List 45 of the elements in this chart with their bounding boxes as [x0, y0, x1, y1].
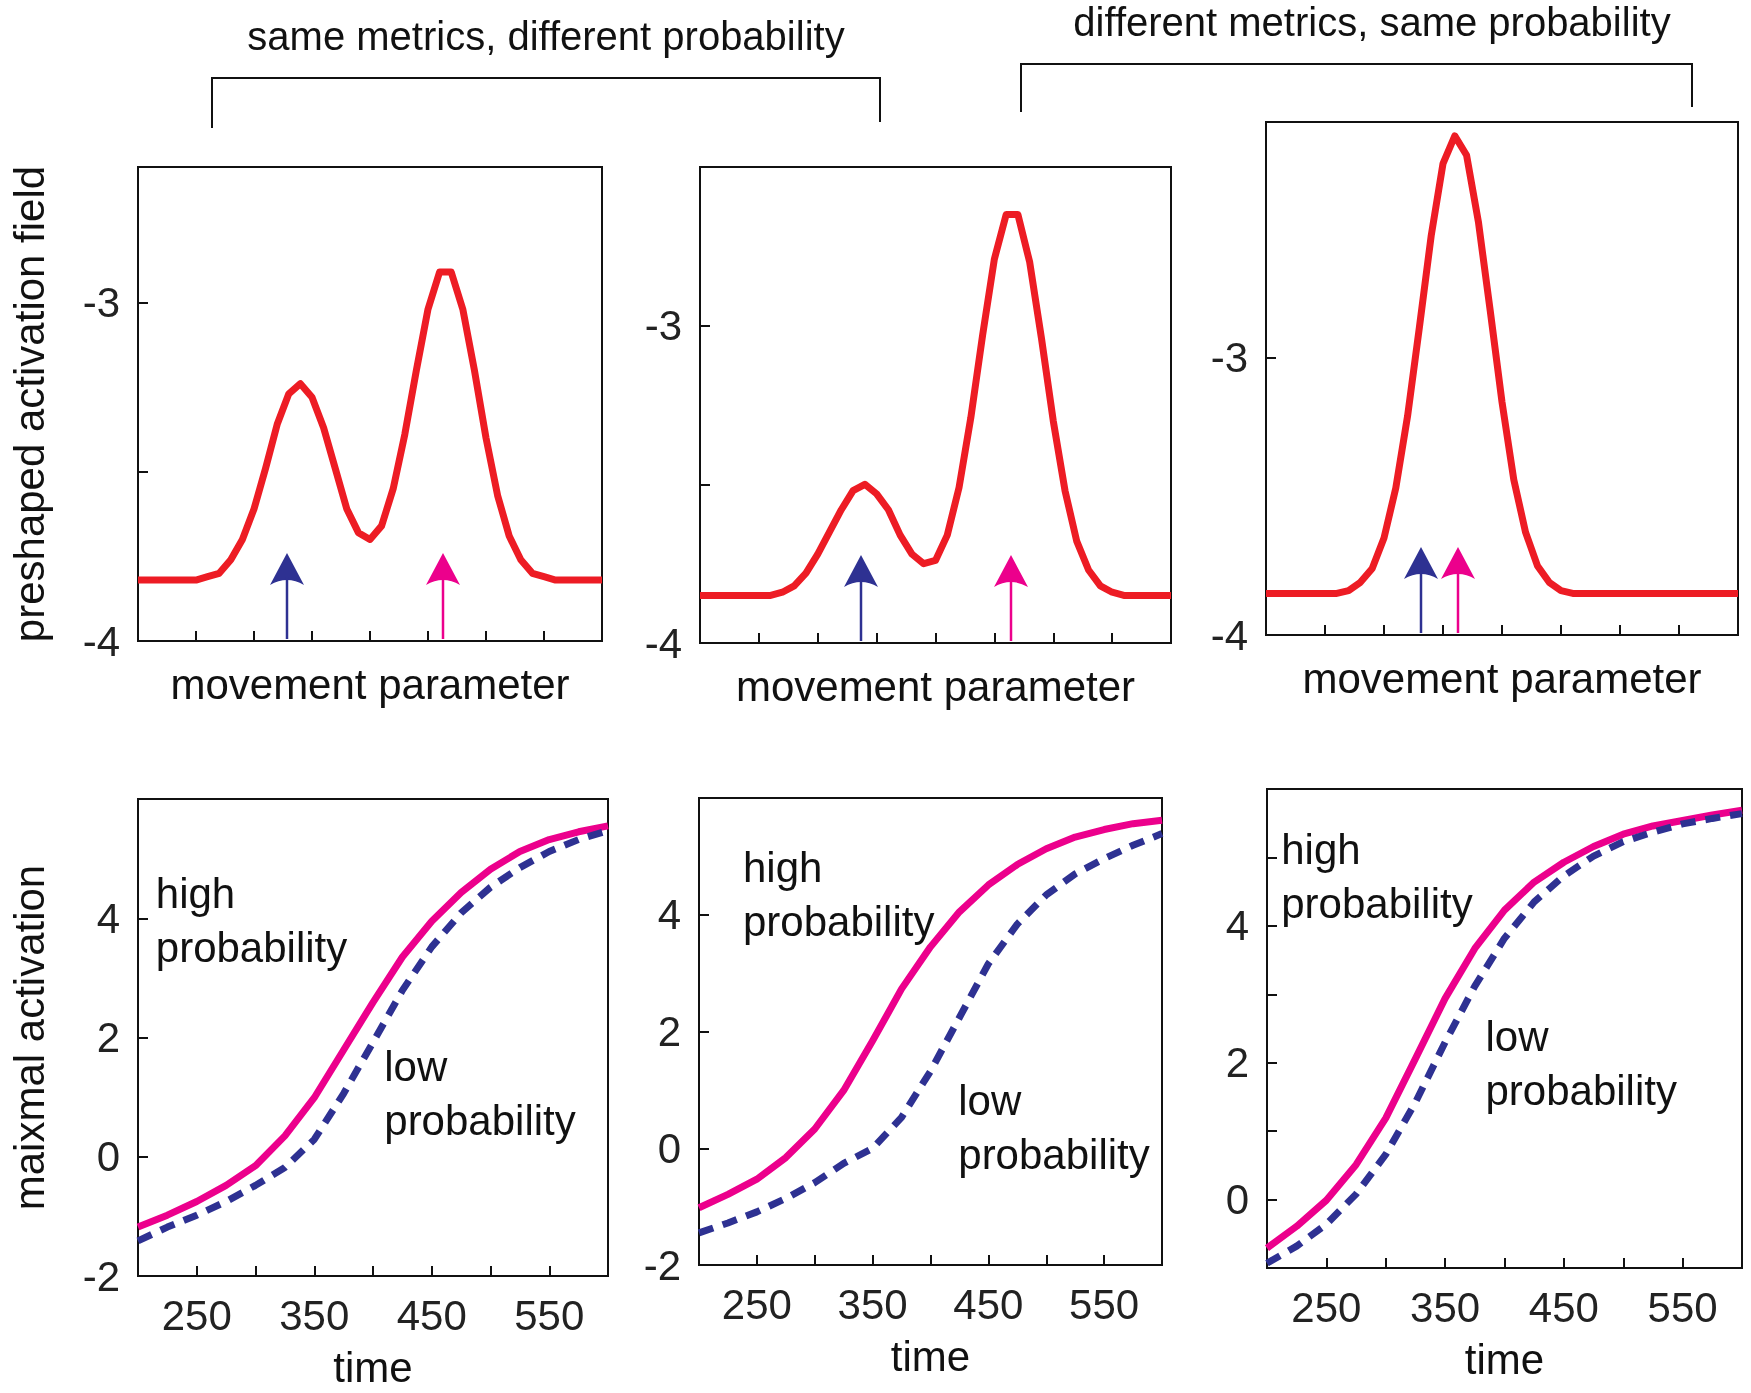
- y-tick-label: 2: [1225, 1039, 1249, 1087]
- y-tick-label: -4: [1210, 611, 1248, 659]
- y-tick-label: 0: [96, 1133, 120, 1181]
- y-tick-label: -3: [644, 302, 682, 350]
- y-tick-label: -4: [644, 619, 682, 667]
- chart-title: same metrics, different probability: [247, 14, 845, 59]
- series-label: low probability: [384, 1042, 576, 1144]
- x-tick-label: 250: [161, 1291, 232, 1339]
- x-axis-title: time: [890, 1332, 971, 1380]
- x-tick-label: 550: [1069, 1280, 1140, 1328]
- x-tick-label: 350: [1410, 1283, 1481, 1331]
- x-axis-title: movement parameter: [170, 660, 570, 708]
- y-axis-title: maixmal activation: [5, 864, 53, 1211]
- series-label: high probability: [155, 869, 348, 971]
- series-label: low probability: [958, 1077, 1150, 1179]
- y-tick-label: 4: [1225, 902, 1249, 950]
- x-axis-title: movement parameter: [1302, 654, 1702, 702]
- y-tick-label: 2: [657, 1008, 681, 1055]
- x-tick-label: 250: [1291, 1283, 1362, 1331]
- x-tick-label: 550: [514, 1291, 585, 1339]
- x-tick-label: 450: [396, 1291, 467, 1339]
- x-tick-label: 350: [279, 1291, 350, 1339]
- y-axis-title: preshaped activation field: [5, 165, 53, 643]
- x-tick-label: 550: [1647, 1283, 1718, 1331]
- y-tick-label: -3: [1210, 334, 1248, 382]
- series-label: high probability: [742, 843, 935, 945]
- x-tick-label: 250: [721, 1280, 792, 1328]
- x-tick-label: 450: [953, 1280, 1024, 1328]
- x-axis-title: movement parameter: [735, 662, 1136, 710]
- x-tick-label: 350: [837, 1280, 908, 1328]
- chart-title: different metrics, same probability: [1073, 0, 1671, 45]
- x-axis-title: time: [333, 1343, 413, 1391]
- y-tick-label: 0: [657, 1124, 681, 1172]
- y-tick-label: -3: [82, 278, 120, 326]
- y-tick-label: -2: [643, 1241, 681, 1289]
- y-tick-label: 2: [96, 1014, 120, 1061]
- x-tick-label: 450: [1528, 1283, 1599, 1331]
- y-tick-label: 4: [657, 891, 681, 939]
- series-label: high probability: [1281, 826, 1473, 928]
- y-tick-label: -2: [82, 1252, 120, 1300]
- y-tick-label: 0: [1225, 1176, 1249, 1224]
- series-label: low probability: [1485, 1012, 1677, 1114]
- y-tick-label: -4: [82, 617, 120, 665]
- x-axis-title: time: [1464, 1335, 1545, 1383]
- y-tick-label: 4: [96, 894, 120, 942]
